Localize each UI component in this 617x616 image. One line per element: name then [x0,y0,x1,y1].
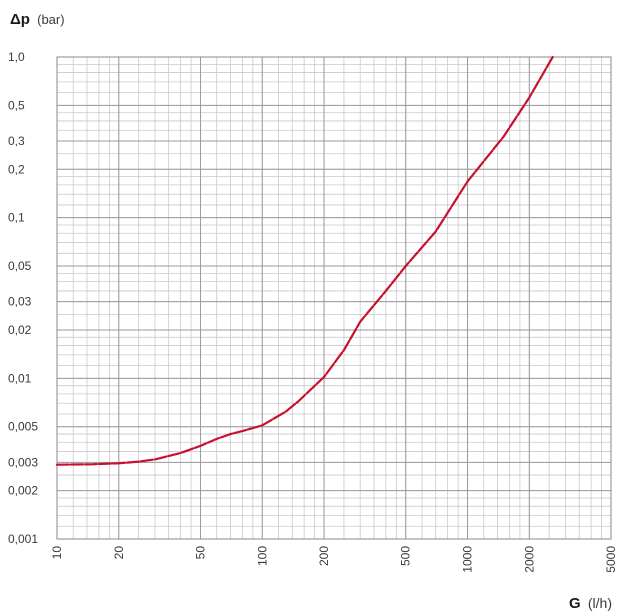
x-axis-unit: (l/h) [588,595,612,611]
plot-frame [56,56,612,540]
y-tick-label: 0,005 [8,420,38,434]
pressure-drop-curve [55,55,554,466]
x-tick-labels: 10 20 50 100 200 500 1000 2000 5000 [50,546,617,573]
y-tick-labels: 0,001 0,002 0,003 0,005 0,01 0,02 0,03 0,05 0,1 0… [8,50,38,546]
y-tick-label: 0,002 [8,484,38,498]
x-tick-label: 500 [399,546,413,566]
x-tick-label: 100 [255,546,269,566]
y-tick-label: 0,5 [8,98,25,112]
x-tick-label: 2000 [522,546,536,573]
y-axis-unit: (bar) [37,12,64,27]
x-tick-label: 5000 [604,546,617,573]
major-gridlines [56,56,612,540]
x-tick-label: 10 [50,546,64,560]
x-tick-label: 50 [193,546,207,560]
y-tick-label: 1,0 [8,50,25,64]
y-tick-label: 0,2 [8,162,25,176]
y-tick-label: 0,1 [8,211,25,225]
x-axis-symbol: G [569,595,581,612]
x-tick-label: 20 [112,546,126,560]
x-tick-label: 1000 [461,546,475,573]
y-axis-symbol: Δp [10,11,30,28]
y-tick-label: 0,001 [8,532,38,546]
y-tick-label: 0,003 [8,455,38,469]
y-axis-label: Δp (bar) [10,11,65,28]
y-tick-label: 0,03 [8,295,32,309]
y-tick-label: 0,01 [8,371,32,385]
y-tick-label: 0,05 [8,259,32,273]
minor-gridlines [57,57,611,539]
x-tick-label: 200 [317,546,331,566]
y-tick-label: 0,02 [8,323,32,337]
y-tick-label: 0,3 [8,134,25,148]
series-layer [55,55,554,466]
x-axis-label: G (l/h) [569,595,612,612]
